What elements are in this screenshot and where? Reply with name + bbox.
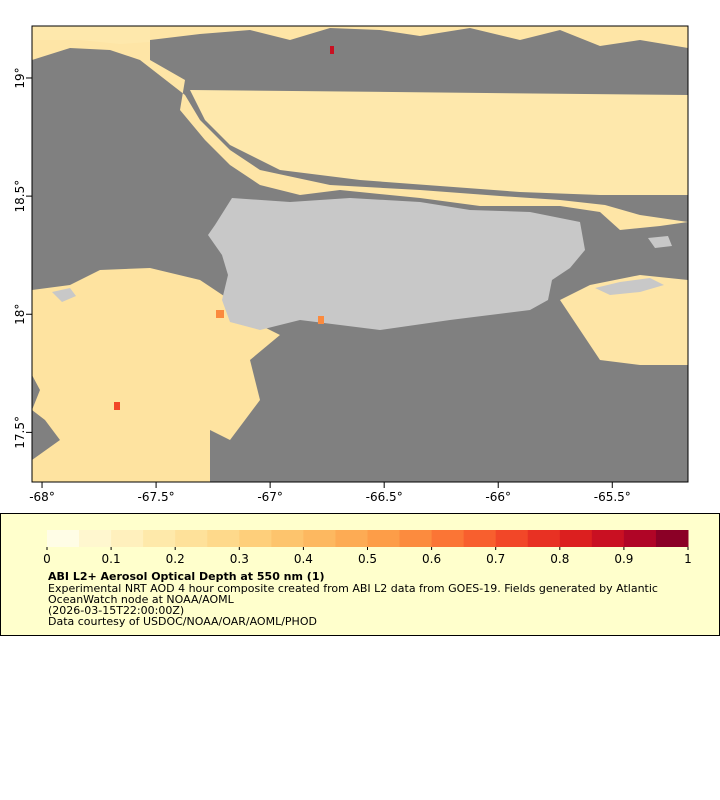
island — [52, 288, 76, 302]
colorbar-tick-label: 0 — [43, 552, 51, 566]
x-tick-label: -65.5° — [594, 490, 631, 504]
y-tick-label: 18° — [13, 304, 27, 325]
legend-line: (2026-03-15T22:00:00Z) — [48, 604, 184, 617]
x-tick-label: -68° — [29, 490, 55, 504]
colorbar-tick-label: 0.1 — [102, 552, 121, 566]
aod-pixel — [318, 316, 324, 324]
y-tick-label: 17.5° — [13, 416, 27, 449]
colorbar-swatch — [399, 530, 433, 547]
colorbar-swatch — [559, 530, 593, 547]
x-tick-label: -67.5° — [138, 490, 175, 504]
colorbar-swatch — [591, 530, 625, 547]
colorbar-tick-label: 0.3 — [230, 552, 249, 566]
land — [208, 198, 585, 330]
colorbar-swatch — [79, 530, 112, 547]
colorbar-swatch — [239, 530, 272, 547]
y-tick-label: 19° — [13, 67, 27, 88]
colorbar-swatch — [431, 530, 465, 547]
colorbar-swatch — [143, 530, 176, 547]
y-tick-label: 18.5° — [13, 180, 27, 213]
map-frame — [31, 25, 689, 483]
colorbar-swatch — [303, 530, 336, 547]
aod-field — [190, 90, 688, 195]
colorbar-swatch — [463, 530, 497, 547]
colorbar-tick-label: 1 — [684, 552, 692, 566]
colorbar-swatch — [655, 530, 689, 547]
x-tick-label: -66.5° — [366, 490, 403, 504]
map-image — [32, 26, 688, 482]
colorbar-tick-label: 0.7 — [486, 552, 505, 566]
aod-field — [32, 26, 150, 44]
colorbar-swatch — [623, 530, 657, 547]
aod-field — [32, 268, 280, 482]
colorbar-swatch — [495, 530, 529, 547]
x-tick-label: -67° — [257, 490, 283, 504]
colorbar-swatch — [527, 530, 561, 547]
colorbar-swatch — [207, 530, 240, 547]
aod-field — [32, 26, 688, 365]
island — [648, 236, 672, 248]
legend-title: ABI L2+ Aerosol Optical Depth at 550 nm … — [48, 570, 325, 583]
legend-line: Experimental NRT AOD 4 hour composite cr… — [48, 582, 658, 595]
colorbar-swatch — [111, 530, 144, 547]
legend-line: Data courtesy of USDOC/NOAA/OAR/AOML/PHO… — [48, 615, 317, 628]
colorbar-swatch — [47, 530, 80, 547]
aod-pixel — [114, 402, 120, 410]
colorbar-tick-label: 0.5 — [358, 552, 377, 566]
colorbar-swatch — [335, 530, 368, 547]
aod-pixel — [330, 46, 334, 54]
colorbar-swatch — [271, 530, 304, 547]
x-tick-label: -66° — [485, 490, 511, 504]
colorbar-swatch — [175, 530, 208, 547]
colorbar-tick-label: 0.4 — [294, 552, 313, 566]
colorbar-tick-label: 0.2 — [166, 552, 185, 566]
legend-line: OceanWatch node at NOAA/AOML — [48, 593, 235, 606]
aod-pixel — [216, 310, 224, 318]
colorbar-tick-label: 0.9 — [614, 552, 633, 566]
colorbar-swatch — [367, 530, 401, 547]
island — [595, 278, 664, 295]
colorbar-tick-label: 0.8 — [550, 552, 569, 566]
colorbar-tick-label: 0.6 — [422, 552, 441, 566]
